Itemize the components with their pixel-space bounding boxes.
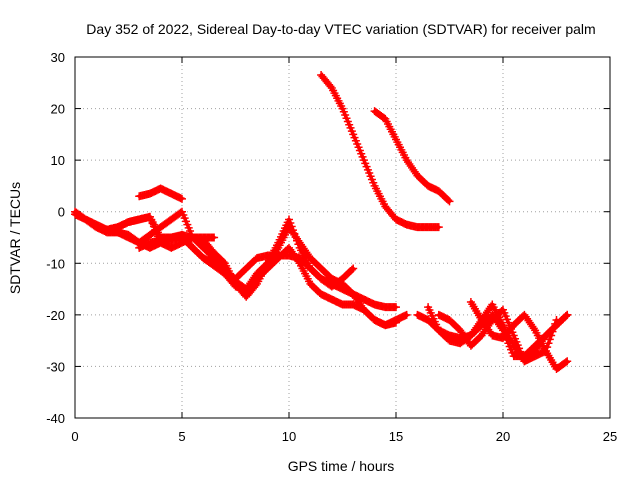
data-point — [287, 222, 296, 231]
y-tick-label: 20 — [51, 102, 65, 117]
chart-title: Day 352 of 2022, Sidereal Day-to-day VTE… — [86, 21, 595, 37]
series-track-6 — [135, 230, 219, 252]
y-axis-label: SDTVAR / TECUs — [7, 182, 23, 294]
data-point — [561, 358, 570, 367]
data-point — [326, 82, 335, 91]
y-tick-label: 10 — [51, 153, 65, 168]
series-track-8 — [370, 107, 454, 206]
data-point — [349, 264, 358, 273]
data-point — [294, 240, 303, 249]
data-point — [551, 319, 560, 328]
data-point — [563, 310, 572, 319]
data-point — [210, 233, 219, 242]
data-point — [545, 335, 554, 344]
y-tick-label: 30 — [51, 50, 65, 65]
y-tick-label: -30 — [46, 359, 65, 374]
data-point — [445, 197, 454, 206]
y-tick-label: 0 — [58, 205, 65, 220]
data-point — [347, 265, 356, 274]
series-track-12 — [466, 297, 561, 355]
data-point — [543, 343, 552, 352]
data-point — [285, 215, 293, 224]
x-tick-label: 5 — [178, 429, 185, 444]
data-point — [178, 194, 186, 203]
data-point — [291, 233, 300, 242]
data-points — [71, 71, 572, 374]
x-tick-label: 10 — [282, 429, 296, 444]
data-point — [548, 327, 557, 336]
data-point — [563, 357, 572, 366]
x-tick-label: 20 — [496, 429, 510, 444]
axis-ticks: 0 5 10 15 20 25 -40 -30 -20 -10 0 10 20 30 — [46, 50, 617, 444]
data-point — [434, 223, 443, 232]
data-point — [561, 312, 570, 321]
x-tick-label: 15 — [389, 429, 403, 444]
y-tick-label: -40 — [46, 411, 65, 426]
y-tick-label: -20 — [46, 308, 65, 323]
data-point — [544, 339, 553, 348]
data-point — [402, 310, 411, 319]
data-point — [293, 236, 302, 245]
plot-frame — [74, 56, 611, 419]
data-point — [289, 226, 298, 235]
data-point — [290, 229, 299, 238]
data-point — [392, 303, 400, 312]
data-point — [251, 281, 260, 290]
data-point — [541, 346, 550, 355]
data-point — [552, 316, 561, 325]
data-point — [547, 331, 556, 340]
x-tick-label: 0 — [71, 429, 78, 444]
series-track-4 — [103, 212, 358, 301]
x-tick-label: 25 — [603, 429, 617, 444]
series-track-7 — [317, 71, 443, 232]
data-point — [549, 323, 558, 332]
y-tick-label: -10 — [46, 256, 65, 271]
data-point — [444, 196, 453, 205]
x-axis-label: GPS time / hours — [288, 458, 395, 474]
data-point — [286, 218, 295, 227]
series-track-5 — [135, 184, 186, 203]
